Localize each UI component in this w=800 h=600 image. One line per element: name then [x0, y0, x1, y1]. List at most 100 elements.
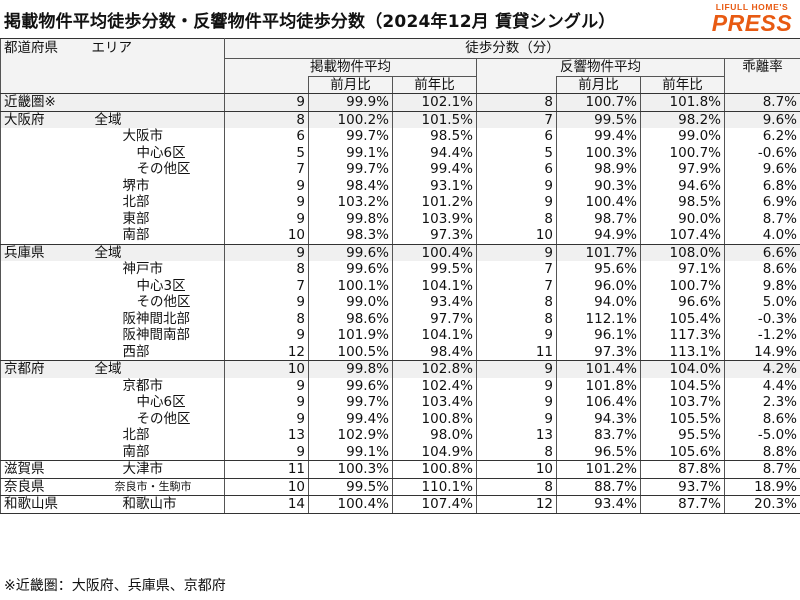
table-row: 阪神間南部 9 101.9% 104.1% 9 96.1% 117.3% -1.2% — [0, 327, 800, 344]
cell-region — [0, 161, 89, 178]
cell-listed: 14 — [224, 495, 309, 514]
cell-listed: 8 — [224, 110, 309, 128]
cell-region — [0, 394, 89, 411]
cell-resp-yoy: 97.1% — [640, 261, 725, 278]
cell-listed-yoy: 104.1% — [392, 277, 477, 294]
cell-listed: 10 — [224, 360, 309, 378]
cell-resp-yoy: 103.7% — [640, 394, 725, 411]
cell-resp-mom: 96.0% — [556, 277, 641, 294]
cell-area: 南部 — [88, 443, 225, 461]
cell-region: 京都府 — [0, 360, 89, 378]
cell-listed: 9 — [224, 93, 309, 112]
header-listed-yoy: 前年比 — [392, 75, 477, 94]
cell-resp-mom: 94.0% — [556, 294, 641, 311]
cell-resp-mom: 100.7% — [556, 93, 641, 112]
cell-region — [0, 327, 89, 344]
cell-resp: 7 — [476, 110, 557, 128]
cell-listed-mom: 102.9% — [308, 427, 393, 444]
cell-div: 20.3% — [724, 495, 800, 514]
cell-area: 大津市 — [88, 460, 225, 479]
table-row: 北部 9 103.2% 101.2% 9 100.4% 98.5% 6.9% — [0, 194, 800, 211]
cell-listed-mom: 99.0% — [308, 294, 393, 311]
cell-resp: 8 — [476, 310, 557, 327]
cell-listed-yoy: 103.9% — [392, 210, 477, 227]
cell-resp-yoy: 105.6% — [640, 443, 725, 461]
cell-listed-yoy: 93.1% — [392, 177, 477, 194]
cell-resp-mom: 98.9% — [556, 161, 641, 178]
table-row: 兵庫県 全域 9 99.6% 100.4% 9 101.7% 108.0% 6.6% — [0, 243, 800, 261]
cell-listed-mom: 98.4% — [308, 177, 393, 194]
cell-region — [0, 310, 89, 327]
cell-listed-mom: 98.3% — [308, 227, 393, 245]
table-row: 南部 9 99.1% 104.9% 8 96.5% 105.6% 8.8% — [0, 443, 800, 461]
header-area: エリア — [88, 38, 225, 59]
cell-resp-mom: 97.3% — [556, 343, 641, 361]
cell-listed-mom: 100.5% — [308, 343, 393, 361]
table-row: その他区 9 99.0% 93.4% 8 94.0% 96.6% 5.0% — [0, 294, 800, 311]
cell-listed-yoy: 101.5% — [392, 110, 477, 128]
cell-resp: 9 — [476, 243, 557, 261]
table-row: その他区 7 99.7% 99.4% 6 98.9% 97.9% 9.6% — [0, 161, 800, 178]
cell-area: 北部 — [88, 194, 225, 211]
cell-resp-yoy: 98.2% — [640, 110, 725, 128]
cell-resp-mom: 96.1% — [556, 327, 641, 344]
cell-div: 9.6% — [724, 110, 800, 128]
table-row: 中心6区 5 99.1% 94.4% 5 100.3% 100.7% -0.6% — [0, 144, 800, 161]
cell-resp: 12 — [476, 495, 557, 514]
cell-listed: 9 — [224, 394, 309, 411]
cell-resp-yoy: 90.0% — [640, 210, 725, 227]
cell-listed-mom: 99.6% — [308, 243, 393, 261]
cell-listed-yoy: 100.8% — [392, 410, 477, 427]
cell-area: 中心3区 — [88, 277, 225, 294]
cell-area: 東部 — [88, 210, 225, 227]
cell-resp-yoy: 113.1% — [640, 343, 725, 361]
cell-listed: 10 — [224, 477, 309, 496]
cell-listed: 9 — [224, 210, 309, 227]
cell-resp-yoy: 94.6% — [640, 177, 725, 194]
cell-listed-mom: 99.1% — [308, 144, 393, 161]
cell-resp-mom: 101.2% — [556, 460, 641, 479]
cell-listed-mom: 103.2% — [308, 194, 393, 211]
cell-region — [0, 443, 89, 461]
cell-resp-yoy: 100.7% — [640, 277, 725, 294]
cell-region: 滋賀県 — [0, 460, 89, 479]
cell-resp: 9 — [476, 394, 557, 411]
cell-div: 8.6% — [724, 410, 800, 427]
cell-resp-mom: 100.3% — [556, 144, 641, 161]
cell-listed-yoy: 103.4% — [392, 394, 477, 411]
table-row: 大阪府 全域 8 100.2% 101.5% 7 99.5% 98.2% 9.6% — [0, 110, 800, 128]
cell-region — [0, 427, 89, 444]
cell-listed-mom: 99.1% — [308, 443, 393, 461]
cell-region — [0, 377, 89, 394]
cell-listed-yoy: 104.9% — [392, 443, 477, 461]
cell-resp-yoy: 98.5% — [640, 194, 725, 211]
cell-listed: 10 — [224, 227, 309, 245]
cell-resp-yoy: 95.5% — [640, 427, 725, 444]
logo-main-text: PRESS — [711, 10, 793, 36]
cell-div: 9.8% — [724, 277, 800, 294]
cell-region: 兵庫県 — [0, 243, 89, 261]
cell-resp-yoy: 97.9% — [640, 161, 725, 178]
cell-resp-mom: 94.9% — [556, 227, 641, 245]
cell-resp-mom: 99.5% — [556, 110, 641, 128]
cell-area: 中心6区 — [88, 394, 225, 411]
header-walk-minutes: 徒歩分数（分） — [224, 38, 800, 59]
cell-listed-yoy: 93.4% — [392, 294, 477, 311]
cell-listed-mom: 100.4% — [308, 495, 393, 514]
cell-listed-mom: 99.9% — [308, 93, 393, 112]
cell-listed-yoy: 102.1% — [392, 93, 477, 112]
cell-area: 北部 — [88, 427, 225, 444]
cell-area: 西部 — [88, 343, 225, 361]
cell-resp-mom: 101.7% — [556, 243, 641, 261]
cell-listed-mom: 99.5% — [308, 477, 393, 496]
cell-listed-mom: 99.4% — [308, 410, 393, 427]
header-row-3: 前月比 前年比 前月比 前年比 — [0, 75, 800, 94]
cell-area: その他区 — [88, 294, 225, 311]
cell-div: -0.6% — [724, 144, 800, 161]
cell-region — [0, 277, 89, 294]
cell-resp-yoy: 105.4% — [640, 310, 725, 327]
cell-div: -0.3% — [724, 310, 800, 327]
cell-div: 6.9% — [724, 194, 800, 211]
cell-resp-yoy: 100.7% — [640, 144, 725, 161]
cell-area: その他区 — [88, 161, 225, 178]
